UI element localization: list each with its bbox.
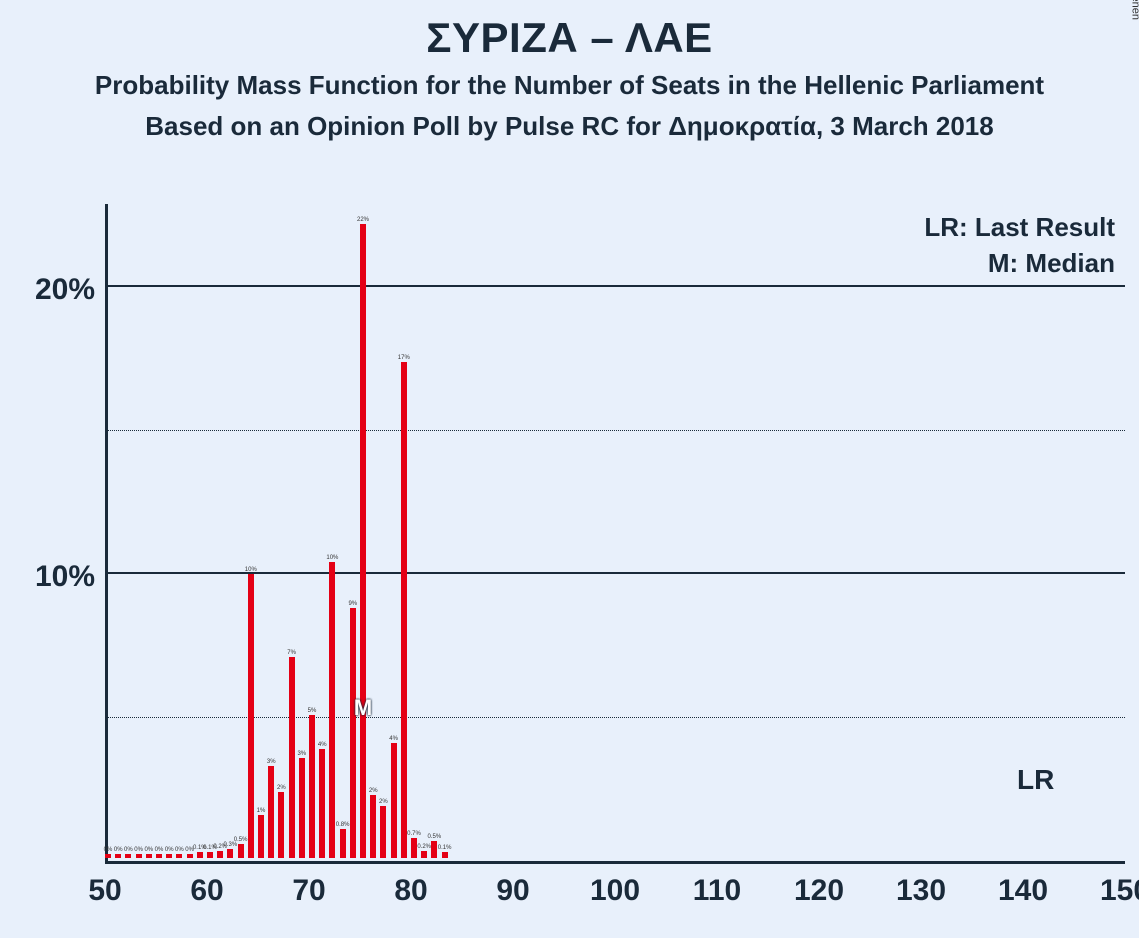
- gridline-major: [108, 572, 1125, 574]
- gridline-minor: [108, 430, 1125, 431]
- x-axis-label: 120: [794, 874, 844, 908]
- x-axis-label: 110: [693, 874, 741, 908]
- bar-value-label: 0%: [175, 847, 184, 853]
- y-axis-label: 10%: [35, 560, 95, 594]
- bar-value-label: 10%: [326, 555, 338, 561]
- bar-value-label: 0.7%: [407, 831, 421, 837]
- legend-lr: LR: Last Result: [924, 212, 1115, 243]
- x-axis-label: 100: [590, 874, 640, 908]
- bar: [278, 792, 284, 858]
- bar-value-label: 0%: [155, 847, 164, 853]
- bar: [411, 838, 417, 858]
- y-axis-label: 20%: [35, 273, 95, 307]
- bar: [380, 806, 386, 858]
- bar: [340, 829, 346, 858]
- median-marker: M: [354, 695, 372, 721]
- bar-value-label: 3%: [267, 759, 276, 765]
- bar-value-label: 4%: [389, 736, 398, 742]
- x-axis-label: 140: [998, 874, 1048, 908]
- gridline-major: [108, 285, 1125, 287]
- bar: [350, 608, 356, 858]
- bar: [442, 852, 448, 858]
- bar: [197, 852, 203, 858]
- gridline-minor: [108, 717, 1125, 718]
- bar-value-label: 7%: [287, 650, 296, 656]
- bar: [227, 849, 233, 858]
- bar-value-label: 0%: [134, 847, 143, 853]
- bar: [248, 574, 254, 858]
- bar: [268, 766, 274, 858]
- bar: [391, 743, 397, 858]
- bar-value-label: 9%: [348, 601, 357, 607]
- x-axis-label: 60: [190, 874, 223, 908]
- bar: [319, 749, 325, 858]
- bar-value-label: 0.8%: [336, 822, 350, 828]
- legend-m: M: Median: [988, 248, 1115, 279]
- bar: [146, 854, 152, 858]
- chart-title: ΣΥΡΙΖΑ – ΛΑΕ: [0, 14, 1139, 62]
- plot-canvas: 0%0%0%0%0%0%0%0%0%0.1%0.1%0.2%0.3%0.5%10…: [105, 204, 1125, 864]
- bar: [421, 851, 427, 858]
- bar: [309, 715, 315, 858]
- bar-value-label: 0.5%: [428, 834, 442, 840]
- bar-value-label: 5%: [308, 708, 317, 714]
- bar: [166, 854, 172, 858]
- bar-value-label: 2%: [379, 799, 388, 805]
- x-axis-label: 130: [896, 874, 946, 908]
- bar: [176, 854, 182, 858]
- bar: [329, 562, 335, 858]
- bar-value-label: 2%: [369, 788, 378, 794]
- bar-value-label: 0%: [165, 847, 174, 853]
- copyright-text: © 2019 Filip van Laenen: [1129, 0, 1139, 20]
- bar: [217, 851, 223, 858]
- bar-value-label: 0%: [104, 847, 113, 853]
- x-axis-label: 70: [292, 874, 325, 908]
- bar: [187, 854, 193, 858]
- bar: [115, 854, 121, 858]
- bar: [401, 362, 407, 858]
- bar-value-label: 17%: [398, 355, 410, 361]
- bar-value-label: 0.5%: [234, 837, 248, 843]
- bar-value-label: 0%: [114, 847, 123, 853]
- bar: [136, 854, 142, 858]
- bar-value-label: 22%: [357, 217, 369, 223]
- bar: [370, 795, 376, 858]
- bar: [431, 841, 437, 858]
- bar-value-label: 0.3%: [224, 842, 238, 848]
- x-axis-label: 50: [88, 874, 121, 908]
- chart-subtitle-1: Probability Mass Function for the Number…: [0, 70, 1139, 101]
- x-axis-label: 80: [394, 874, 427, 908]
- bar-value-label: 0%: [124, 847, 133, 853]
- bar-value-label: 0.1%: [438, 845, 452, 851]
- bar: [360, 224, 366, 858]
- bar: [238, 844, 244, 858]
- bar-value-label: 2%: [277, 785, 286, 791]
- bar: [125, 854, 131, 858]
- bar: [258, 815, 264, 858]
- bar-value-label: 0.2%: [417, 844, 431, 850]
- bar-value-label: 1%: [257, 808, 266, 814]
- bar-value-label: 4%: [318, 742, 327, 748]
- last-result-marker: LR: [1017, 764, 1054, 796]
- chart-plot-area: 0%0%0%0%0%0%0%0%0%0.1%0.1%0.2%0.3%0.5%10…: [105, 204, 1125, 864]
- bar: [156, 854, 162, 858]
- bar-value-label: 3%: [297, 751, 306, 757]
- bar-value-label: 10%: [245, 567, 257, 573]
- bar: [289, 657, 295, 858]
- x-axis-label: 150: [1100, 874, 1139, 908]
- bar: [299, 758, 305, 858]
- x-axis-label: 90: [496, 874, 529, 908]
- chart-subtitle-2: Based on an Opinion Poll by Pulse RC for…: [0, 111, 1139, 142]
- bar: [105, 854, 111, 858]
- bar-value-label: 0%: [144, 847, 153, 853]
- bar: [207, 852, 213, 858]
